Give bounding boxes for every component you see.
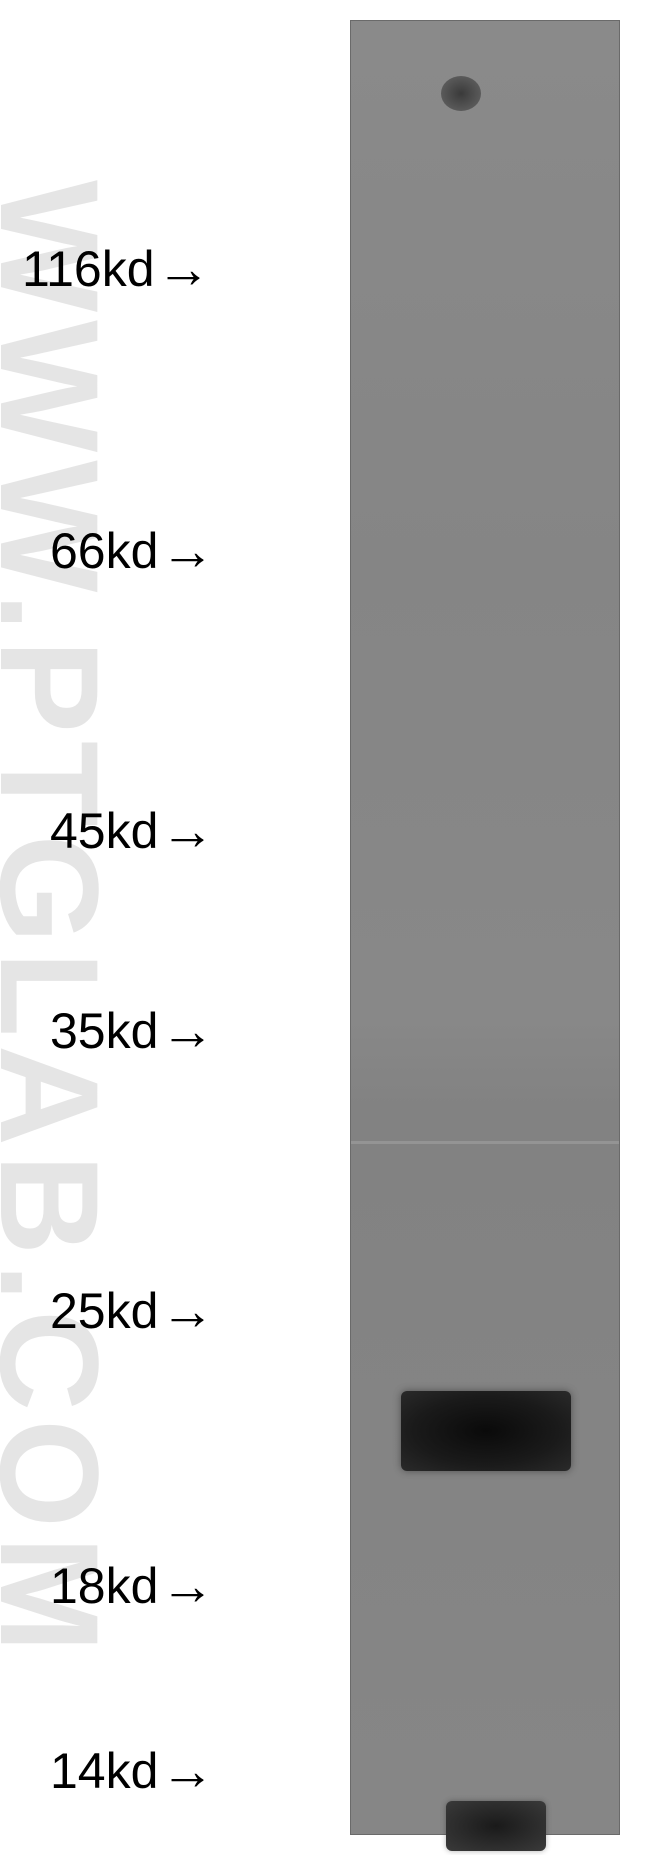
marker-18kd: 18kd→ — [50, 1555, 214, 1617]
arrow-icon: → — [160, 520, 214, 582]
band-top-spot — [441, 76, 481, 111]
marker-label-text: 14kd — [50, 1742, 158, 1800]
marker-35kd: 35kd→ — [50, 1000, 214, 1062]
marker-label-text: 116kd — [22, 240, 155, 298]
marker-116kd: 116kd→ — [22, 238, 211, 300]
marker-14kd: 14kd→ — [50, 1740, 214, 1802]
band-main — [401, 1391, 571, 1471]
marker-label-text: 25kd — [50, 1282, 158, 1340]
arrow-icon: → — [157, 238, 211, 300]
arrow-icon: → — [160, 1555, 214, 1617]
marker-45kd: 45kd→ — [50, 800, 214, 862]
marker-66kd: 66kd→ — [50, 520, 214, 582]
marker-25kd: 25kd→ — [50, 1280, 214, 1342]
marker-label-text: 45kd — [50, 802, 158, 860]
arrow-icon: → — [160, 1000, 214, 1062]
marker-label-text: 66kd — [50, 522, 158, 580]
arrow-icon: → — [160, 800, 214, 862]
watermark-text: WWW.PTGLAB.COM — [0, 180, 130, 1661]
blot-container: WWW.PTGLAB.COM 116kd→ 66kd→ 45kd→ 35kd→ … — [0, 0, 650, 1855]
band-lower — [446, 1801, 546, 1851]
lane-divider — [351, 1141, 619, 1144]
arrow-icon: → — [160, 1280, 214, 1342]
arrow-icon: → — [160, 1740, 214, 1802]
marker-label-text: 18kd — [50, 1557, 158, 1615]
blot-lane — [350, 20, 620, 1835]
marker-label-text: 35kd — [50, 1002, 158, 1060]
